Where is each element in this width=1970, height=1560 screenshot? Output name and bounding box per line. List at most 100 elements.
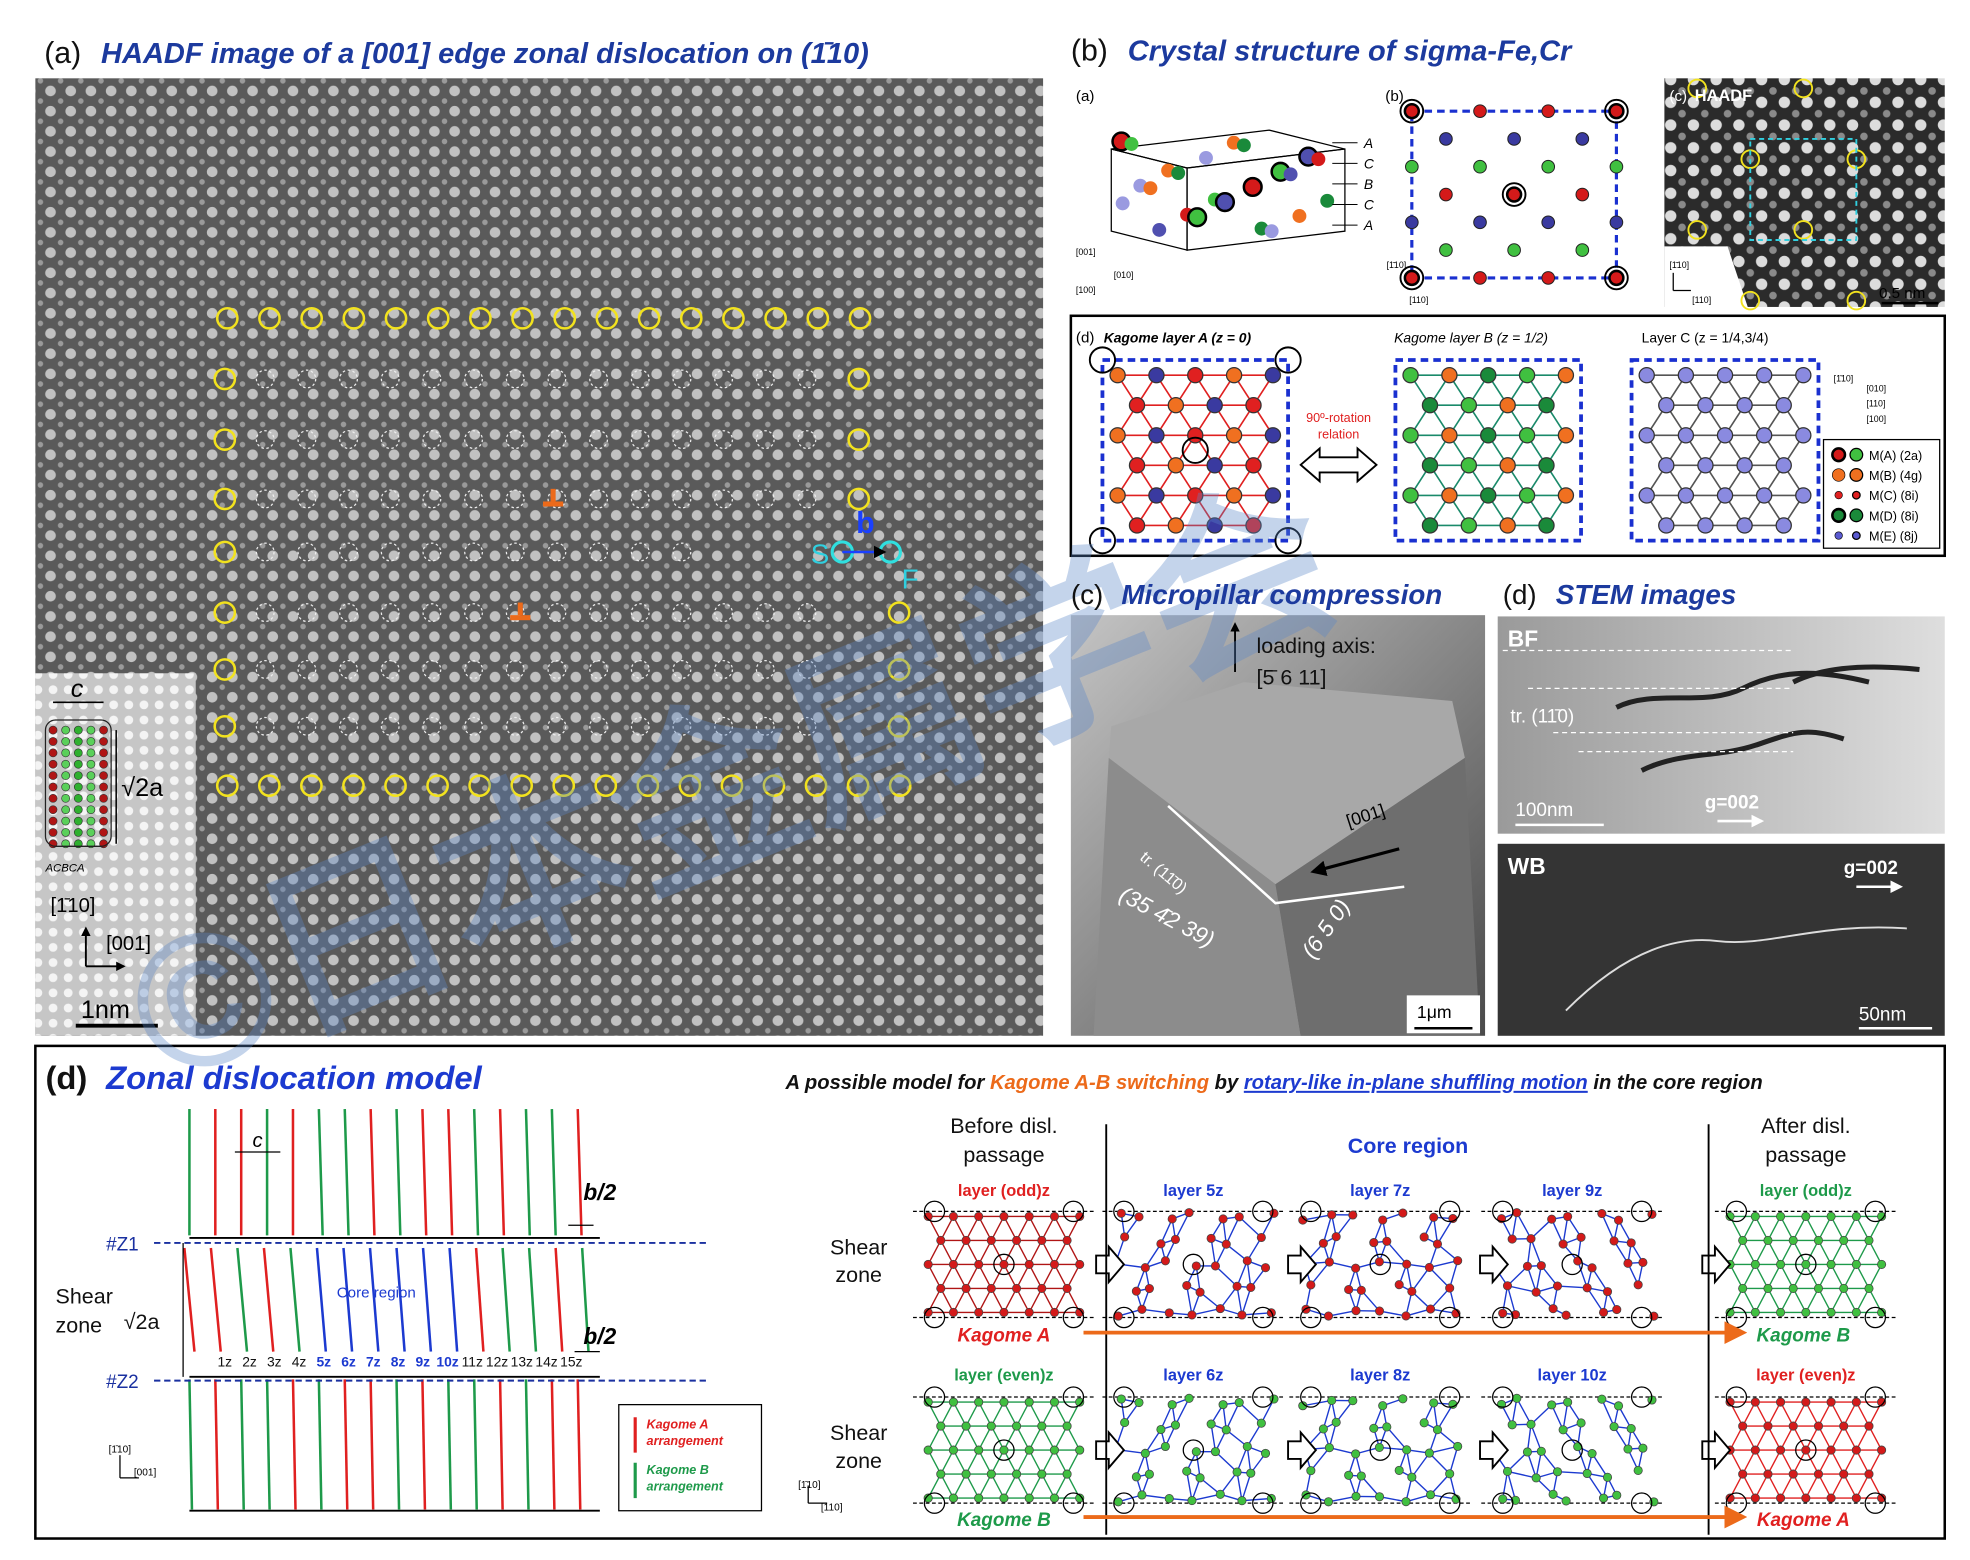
atom (1170, 1420, 1180, 1430)
atom (99, 737, 108, 746)
inner-atom (464, 489, 484, 509)
atom (1750, 1211, 1760, 1221)
atom (61, 805, 71, 815)
atom (986, 1469, 996, 1479)
atom (86, 759, 96, 769)
atom (936, 1421, 946, 1431)
circuit-atom (720, 774, 744, 798)
bond (1405, 1264, 1413, 1292)
origin-ring (1300, 1200, 1322, 1223)
inner-atom (672, 489, 692, 509)
bond (1160, 1404, 1173, 1430)
bond (1241, 1287, 1252, 1316)
layer-atom (1460, 517, 1478, 534)
label: C (1364, 197, 1375, 213)
layer-atom (1795, 427, 1812, 444)
label: Kagome A (1757, 1510, 1850, 1531)
layer-atom (1755, 366, 1773, 384)
inner-atom (297, 716, 317, 736)
legend-swatch (1849, 447, 1864, 462)
atom (1813, 1235, 1824, 1245)
plane (265, 1379, 271, 1510)
legend-swatch (1831, 447, 1847, 463)
circuit-atom (552, 774, 576, 798)
inner-atom (714, 489, 734, 509)
bond (1328, 1495, 1357, 1503)
atom (1801, 1259, 1811, 1269)
inner-atom (755, 430, 775, 450)
atom (1763, 1283, 1773, 1293)
atom (1160, 1256, 1170, 1266)
atom (1167, 1214, 1177, 1224)
label: layer (odd)z (958, 1182, 1050, 1200)
atom (1260, 1263, 1271, 1273)
label: ACBCA (44, 863, 84, 875)
atom (1851, 1445, 1861, 1455)
cell-side (1186, 148, 1346, 251)
bond (1405, 1449, 1413, 1478)
atom (1075, 1307, 1085, 1317)
bond (1144, 1429, 1162, 1454)
atom (1049, 1493, 1060, 1503)
origin-ring (1561, 1253, 1583, 1276)
layer-atom (1755, 487, 1773, 504)
atom (1609, 1422, 1619, 1432)
inner-atom (797, 489, 817, 509)
origin-ring (1630, 1306, 1653, 1329)
atom (1531, 1473, 1541, 1483)
atom (1864, 1421, 1874, 1431)
layer-atom (1775, 397, 1792, 414)
atom (1877, 1493, 1887, 1503)
atom (1356, 1285, 1366, 1295)
atom (1398, 1208, 1408, 1218)
atom (1839, 1235, 1849, 1245)
cell-atom (1171, 166, 1186, 180)
layer-atom (1518, 427, 1536, 444)
inner-atom (380, 659, 400, 679)
proj-atom (1541, 215, 1556, 230)
atom (1750, 1307, 1760, 1317)
inner-atom (672, 369, 692, 389)
label: layer 5z (1163, 1182, 1223, 1200)
layer-atom (1460, 457, 1478, 474)
atom (1049, 1445, 1060, 1455)
bond (1526, 1238, 1532, 1267)
label: loading axis: (1257, 634, 1376, 658)
inner-atom (422, 716, 442, 736)
origin-ring (1274, 527, 1302, 555)
layer-atom (1148, 487, 1165, 504)
atom (1612, 1305, 1622, 1315)
circuit-atom (887, 658, 911, 681)
proj-atom (1507, 132, 1521, 146)
atom (999, 1259, 1009, 1269)
atom (99, 816, 108, 826)
atom (73, 782, 83, 792)
haadf-marker (1740, 290, 1761, 311)
atom (73, 816, 83, 826)
atom (1344, 1285, 1354, 1295)
atom (1232, 1281, 1242, 1291)
plane (448, 1247, 459, 1352)
atom (1024, 1259, 1034, 1269)
inner-atom (422, 430, 442, 450)
inner-atom (505, 369, 525, 389)
proj-atom (1575, 187, 1590, 202)
inner-atom (589, 489, 609, 509)
atom (1164, 1308, 1174, 1318)
bond (1411, 1267, 1430, 1292)
atom (1137, 1304, 1147, 1314)
inner-atom (505, 430, 525, 450)
atom (1037, 1283, 1047, 1293)
inner-atom (589, 542, 609, 562)
atom (1156, 1424, 1166, 1435)
proj-origin (1501, 182, 1527, 207)
atom (1374, 1492, 1385, 1502)
proj-origin-atom (1403, 269, 1421, 287)
layer-atom (1716, 427, 1734, 444)
bond (1530, 1218, 1553, 1240)
atom (974, 1493, 984, 1503)
step-arrow (1287, 1244, 1318, 1285)
proj-origin (1399, 98, 1425, 124)
bond (1219, 1285, 1238, 1310)
layer-atom (1421, 397, 1439, 414)
